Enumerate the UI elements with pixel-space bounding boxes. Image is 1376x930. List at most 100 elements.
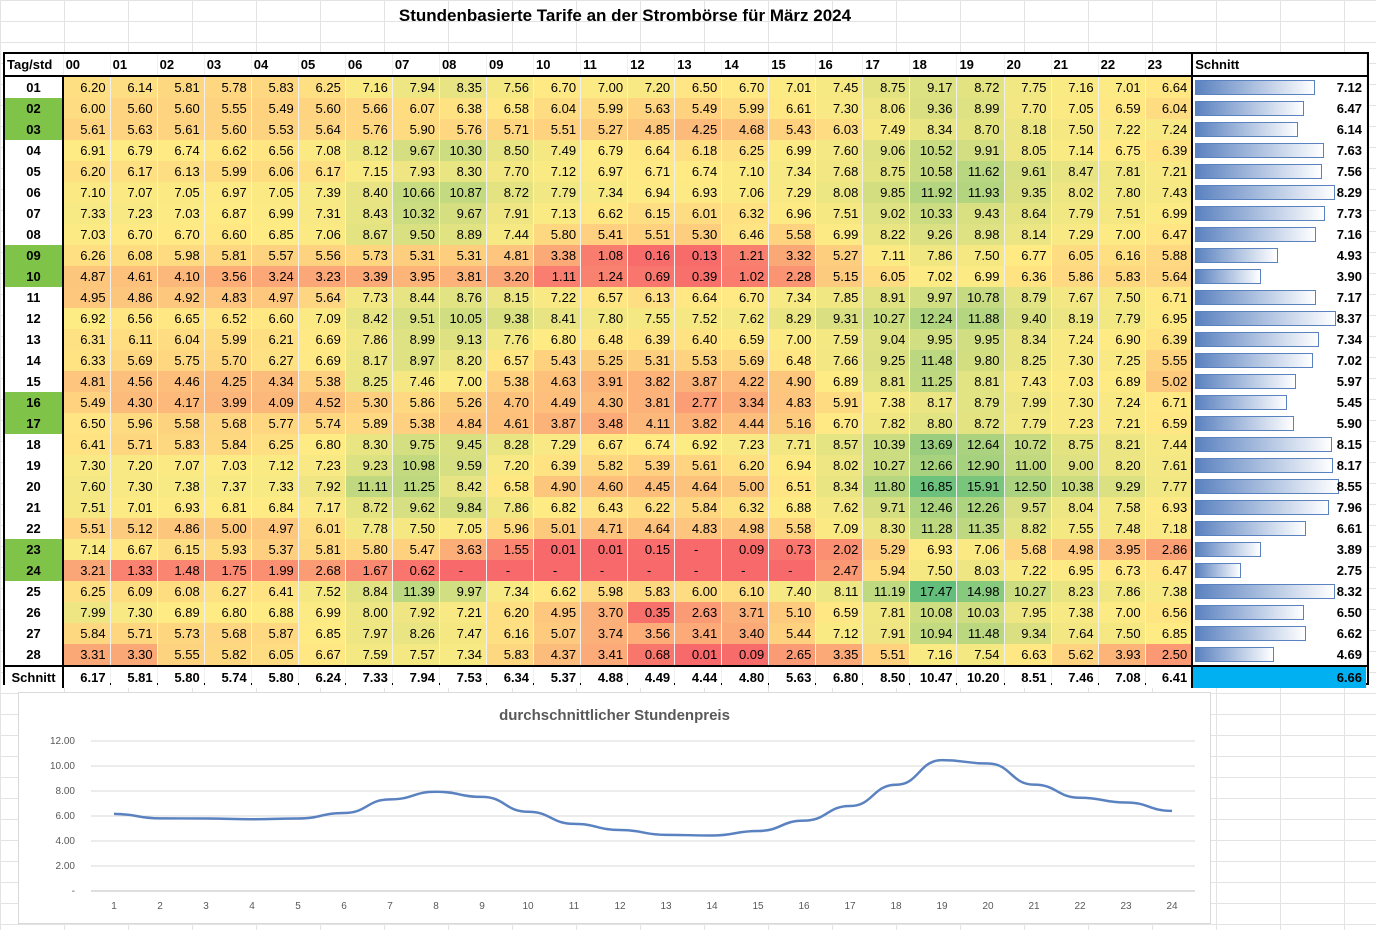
price-cell[interactable]: 11.48 [956,623,1005,644]
price-cell[interactable]: 11.00 [1004,455,1052,476]
price-cell[interactable]: 7.29 [533,434,582,455]
price-cell[interactable]: 7.47 [439,623,487,644]
price-cell[interactable]: 6.74 [157,140,205,161]
price-cell[interactable]: 6.93 [157,497,205,518]
price-cell[interactable]: 5.73 [157,623,205,644]
price-cell[interactable]: 17.47 [909,581,958,602]
price-cell[interactable]: 10.08 [909,602,958,623]
price-cell[interactable]: 7.09 [815,518,864,539]
price-cell[interactable]: 7.20 [486,455,535,476]
price-cell[interactable]: 5.61 [674,455,723,476]
price-cell[interactable]: 7.24 [1145,119,1193,140]
price-cell[interactable]: 6.67 [110,539,158,560]
price-cell[interactable]: 5.61 [157,119,205,140]
avg-cell[interactable]: 8.29 [1191,182,1368,203]
price-cell[interactable]: 8.30 [439,161,487,182]
price-cell[interactable]: 4.97 [251,287,299,308]
footer-avg-cell[interactable]: 6.17 [63,665,111,688]
avg-cell[interactable]: 5.97 [1191,371,1368,392]
footer-avg-cell[interactable]: 5.74 [204,665,252,688]
price-cell[interactable]: 4.22 [721,371,770,392]
footer-avg-cell[interactable]: 5.80 [157,665,205,688]
price-cell[interactable]: 7.97 [345,623,393,644]
hour-header[interactable]: 12 [627,54,676,77]
price-cell[interactable]: 7.51 [63,497,111,518]
avg-cell[interactable]: 5.90 [1191,413,1368,434]
day-label[interactable]: 18 [5,434,65,455]
price-cell[interactable]: 9.13 [439,329,487,350]
price-cell[interactable]: 9.95 [909,329,958,350]
price-cell[interactable]: 7.91 [486,203,535,224]
price-cell[interactable]: 16.85 [909,476,958,497]
price-cell[interactable]: 4.49 [533,392,582,413]
price-cell[interactable]: 5.69 [110,350,158,371]
day-label[interactable]: 11 [5,287,65,308]
price-cell[interactable]: 6.46 [721,224,770,245]
price-cell[interactable]: 5.74 [298,413,346,434]
price-cell[interactable]: 6.56 [110,308,158,329]
price-cell[interactable]: 11.28 [909,518,958,539]
price-cell[interactable]: 6.39 [533,455,582,476]
price-cell[interactable]: 9.40 [1004,308,1052,329]
price-cell[interactable]: 6.01 [298,518,346,539]
price-cell[interactable]: 11.11 [345,476,393,497]
price-cell[interactable]: 4.95 [63,287,111,308]
price-cell[interactable]: 7.03 [157,203,205,224]
price-cell[interactable]: 7.67 [1051,287,1099,308]
price-cell[interactable]: 6.89 [157,602,205,623]
price-cell[interactable]: 12.64 [956,434,1005,455]
price-cell[interactable]: 9.06 [862,140,911,161]
price-cell[interactable]: 9.02 [862,203,911,224]
avg-cell[interactable]: 8.55 [1191,476,1368,497]
price-cell[interactable]: 5.30 [674,224,723,245]
price-cell[interactable]: 5.10 [768,602,817,623]
price-cell[interactable]: 5.64 [1145,266,1193,287]
price-cell[interactable]: 6.75 [1098,140,1146,161]
price-cell[interactable]: 0.01 [674,644,723,666]
avg-cell[interactable]: 7.34 [1191,329,1368,350]
price-cell[interactable]: - [439,560,487,581]
price-cell[interactable]: 8.19 [1051,308,1099,329]
price-cell[interactable]: 4.09 [251,392,299,413]
price-cell[interactable]: 6.26 [63,245,111,266]
footer-avg-cell[interactable]: 4.88 [580,665,629,688]
price-cell[interactable]: 8.11 [815,581,864,602]
price-cell[interactable]: 7.21 [439,602,487,623]
price-cell[interactable]: 6.33 [63,350,111,371]
footer-avg-cell[interactable]: 7.08 [1098,665,1146,688]
hour-header[interactable]: 17 [862,54,911,77]
day-label[interactable]: 20 [5,476,65,497]
price-cell[interactable]: 8.42 [439,476,487,497]
avg-cell[interactable]: 8.37 [1191,308,1368,329]
price-cell[interactable]: 6.59 [1145,413,1193,434]
price-cell[interactable]: 9.38 [486,308,535,329]
price-cell[interactable]: 7.50 [956,245,1005,266]
price-cell[interactable]: 7.30 [63,455,111,476]
price-cell[interactable]: 9.17 [909,76,958,98]
price-cell[interactable]: 5.01 [533,518,582,539]
hour-header[interactable]: 23 [1145,54,1193,77]
price-cell[interactable]: 6.71 [627,161,676,182]
price-cell[interactable]: 6.56 [251,140,299,161]
price-cell[interactable]: 6.93 [674,182,723,203]
price-cell[interactable]: 6.94 [768,455,817,476]
price-cell[interactable]: 13.69 [909,434,958,455]
footer-avg-cell[interactable]: 4.44 [674,665,723,688]
price-cell[interactable]: 7.50 [392,518,440,539]
price-cell[interactable]: 10.87 [439,182,487,203]
avg-cell[interactable]: 6.61 [1191,518,1368,539]
day-label[interactable]: 19 [5,455,65,476]
price-cell[interactable]: 7.44 [486,224,535,245]
price-cell[interactable]: 8.84 [345,581,393,602]
price-cell[interactable]: 3.71 [721,602,770,623]
price-cell[interactable]: 4.98 [721,518,770,539]
price-cell[interactable]: - [580,560,629,581]
price-cell[interactable]: 3.95 [392,266,440,287]
price-cell[interactable]: 5.55 [1145,350,1193,371]
price-cell[interactable]: 4.84 [439,413,487,434]
price-cell[interactable]: 10.27 [862,308,911,329]
price-cell[interactable]: 7.06 [956,539,1005,560]
price-cell[interactable]: 6.10 [721,581,770,602]
price-cell[interactable]: 8.02 [815,455,864,476]
price-cell[interactable]: 7.99 [1004,392,1052,413]
